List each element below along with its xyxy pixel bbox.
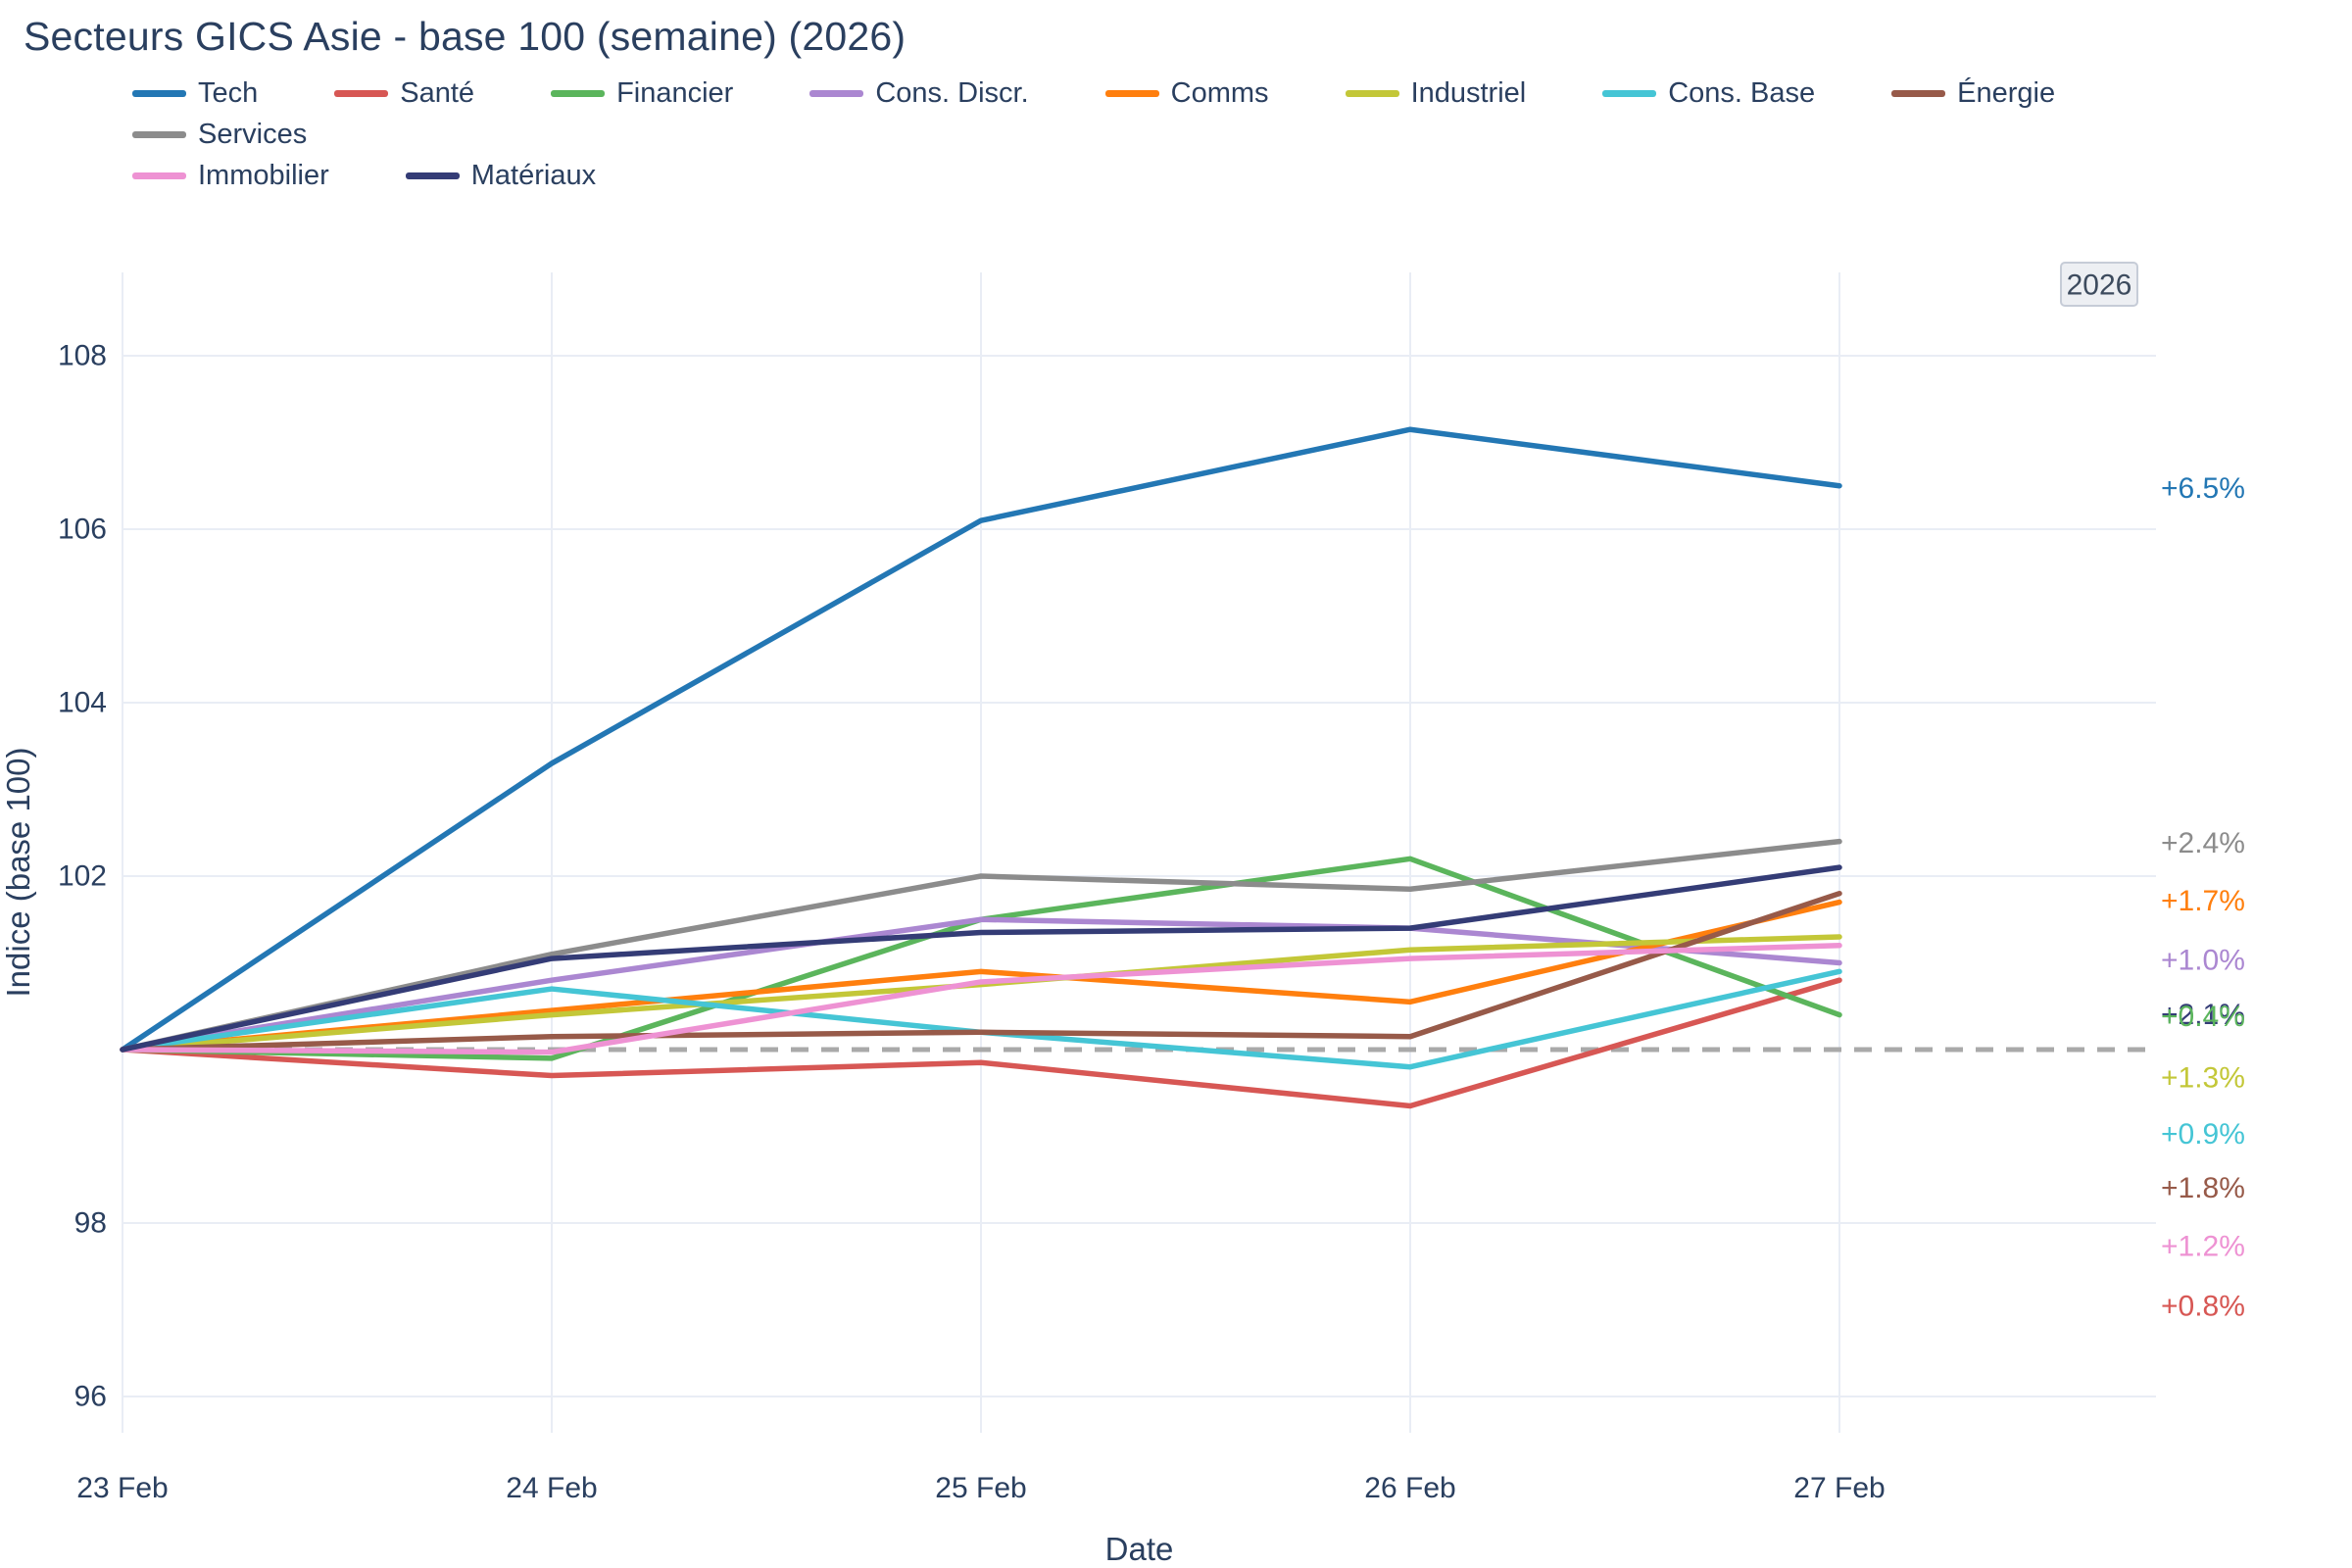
- end-label-services: +2.4%: [2161, 827, 2245, 859]
- legend-swatch-materiaux: [405, 172, 460, 179]
- end-label-cons-discr: +1.0%: [2161, 944, 2245, 976]
- legend-swatch-sante: [334, 89, 389, 97]
- end-label-industriel: +1.3%: [2161, 1062, 2245, 1095]
- series-line-energie[interactable]: [120, 890, 1842, 1053]
- legend-label-tech: Tech: [198, 76, 259, 109]
- series-line-cons-discr[interactable]: [120, 916, 1842, 1053]
- legend-label-cons-base: Cons. Base: [1668, 76, 1816, 109]
- year-badge-box: [2060, 262, 2138, 307]
- legend: Tech Santé Financier Cons. Discr. Comms Indus…: [132, 76, 2259, 200]
- y-tick-label-96: 96: [74, 1381, 107, 1413]
- end-label-financier: +0.4%: [2161, 1001, 2245, 1033]
- end-label-tech: +6.5%: [2161, 472, 2245, 505]
- y-axis-title: Indice (base 100): [0, 748, 36, 998]
- legend-item-comms[interactable]: Comms: [1104, 76, 1269, 110]
- legend-item-industriel[interactable]: Industriel: [1345, 76, 1527, 110]
- legend-swatch-cons-base: [1602, 89, 1657, 97]
- y-tick-label-106: 106: [58, 514, 107, 546]
- legend-swatch-tech: [132, 89, 186, 97]
- legend-item-cons-base[interactable]: Cons. Base: [1602, 76, 1815, 110]
- legend-swatch-services: [132, 130, 186, 138]
- legend-swatch-comms: [1104, 89, 1159, 97]
- legend-label-comms: Comms: [1170, 76, 1269, 109]
- end-label-comms: +1.7%: [2161, 885, 2245, 917]
- legend-item-energie[interactable]: Énergie: [1891, 76, 2055, 110]
- legend-swatch-cons-discr: [809, 89, 864, 97]
- series-line-sante[interactable]: [120, 977, 1842, 1109]
- legend-label-immobilier: Immobilier: [198, 159, 329, 191]
- legend-item-materiaux[interactable]: Matériaux: [405, 159, 597, 192]
- legend-item-immobilier[interactable]: Immobilier: [132, 159, 329, 192]
- series-line-immobilier[interactable]: [120, 943, 1842, 1055]
- end-label-materiaux: +2.1%: [2161, 999, 2245, 1031]
- legend-item-tech[interactable]: Tech: [132, 76, 258, 110]
- end-label-cons-base: +0.9%: [2161, 1118, 2245, 1151]
- y-tick-label-102: 102: [58, 860, 107, 893]
- legend-label-sante: Santé: [400, 76, 475, 109]
- legend-swatch-immobilier: [132, 172, 186, 179]
- end-label-energie: +1.8%: [2161, 1172, 2245, 1204]
- x-tick-label-5: 27 Feb: [1793, 1472, 1885, 1504]
- x-tick-label-2: 24 Feb: [506, 1472, 597, 1504]
- legend-item-cons-discr[interactable]: Cons. Discr.: [809, 76, 1029, 110]
- legend-swatch-financier: [551, 89, 606, 97]
- legend-swatch-energie: [1891, 89, 1946, 97]
- legend-item-sante[interactable]: Santé: [334, 76, 474, 110]
- x-tick-label-1: 23 Feb: [76, 1472, 168, 1504]
- x-tick-label-4: 26 Feb: [1364, 1472, 1455, 1504]
- x-tick-label-3: 25 Feb: [935, 1472, 1026, 1504]
- end-label-sante: +0.8%: [2161, 1290, 2245, 1322]
- legend-label-financier: Financier: [616, 76, 734, 109]
- end-label-immobilier: +1.2%: [2161, 1230, 2245, 1262]
- chart-title: Secteurs GICS Asie - base 100 (semaine) …: [24, 14, 906, 59]
- legend-item-financier[interactable]: Financier: [551, 76, 733, 110]
- x-axis-title: Date: [1105, 1531, 1174, 1567]
- legend-swatch-industriel: [1345, 89, 1399, 97]
- legend-label-cons-discr: Cons. Discr.: [875, 76, 1029, 109]
- series-line-materiaux[interactable]: [120, 864, 1842, 1053]
- legend-label-energie: Énergie: [1957, 76, 2056, 109]
- legend-label-industriel: Industriel: [1410, 76, 1527, 109]
- legend-label-services: Services: [198, 118, 308, 150]
- year-badge-label: 2026: [2067, 270, 2132, 302]
- series-line-tech[interactable]: [120, 426, 1842, 1053]
- y-tick-label-108: 108: [58, 340, 107, 372]
- series-line-comms[interactable]: [120, 899, 1842, 1053]
- y-tick-label-104: 104: [58, 687, 107, 719]
- legend-item-services[interactable]: Services: [132, 118, 307, 151]
- y-tick-label-98: 98: [74, 1207, 107, 1240]
- series-line-services[interactable]: [120, 838, 1842, 1053]
- legend-label-materiaux: Matériaux: [470, 159, 597, 191]
